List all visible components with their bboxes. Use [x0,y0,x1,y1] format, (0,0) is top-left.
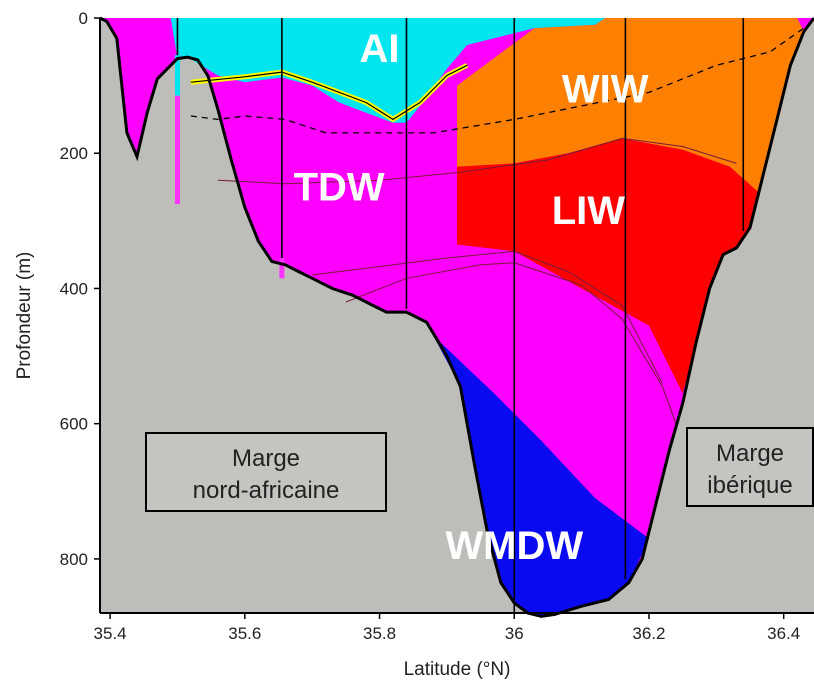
water-mass-labels: AI WIW TDW LIW WMDW [294,27,649,568]
margin-box-frame [145,432,387,512]
x-tick-label: 35.4 [94,624,127,643]
layer-liw [457,138,761,394]
label-liw: LIW [552,189,626,233]
y-tick-label: 400 [60,279,88,298]
layer-wiw [453,18,804,194]
x-axis-title: Latitude (°N) [404,659,511,680]
x-tick-label: 35.6 [228,624,261,643]
label-tdw: TDW [294,166,385,210]
margin-label-box: Marge ibérique [686,427,814,507]
x-tick-label: 36 [505,624,524,643]
margin-label-box: Marge nord-africaine [145,432,387,512]
margin-labels: Marge nord-africaine Marge ibérique [145,427,814,512]
margin-box-frame [686,427,814,507]
x-tick-label: 35.8 [363,624,396,643]
layer-wmdw [433,335,649,617]
label-wiw: WIW [562,68,649,112]
water-mass-layers [170,18,804,617]
seafloor-profile-line [99,16,814,618]
bottle-markers [174,55,285,279]
interface-thin-a [217,137,737,185]
y-tick-label: 0 [79,9,88,28]
margin-label-line1: Marge [716,440,784,467]
margin-label-line2: nord-africaine [193,477,340,504]
x-tick-label: 36.2 [632,624,665,643]
margin-label-line2: ibérique [707,472,792,499]
interface-dashed [190,27,805,134]
interface-thin-c [345,262,677,424]
y-tick-label: 600 [60,415,88,434]
x-tick-label: 36.4 [767,624,800,643]
label-wmdw: WMDW [445,524,583,568]
y-axis-title: Profondeur (m) [14,252,35,380]
station-lines [176,18,745,613]
layer-ai [170,18,606,123]
y-tick-label: 800 [60,550,88,569]
axes: 35.4 35.6 35.8 36 36.2 36.4 0 200 400 600 800 [60,9,814,643]
interface-ai-line [190,64,468,121]
margin-label-line1: Marge [232,445,300,472]
label-ai: AI [360,27,400,71]
y-tick-label: 200 [60,144,88,163]
